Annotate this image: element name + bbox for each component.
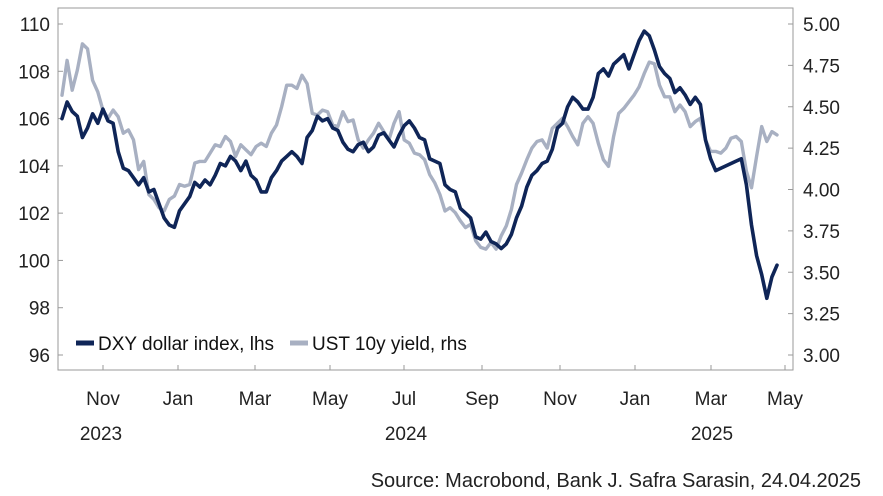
legend: DXY dollar index, lhs UST 10y yield, rhs [76,334,467,355]
left-tick-label: 110 [20,15,50,36]
left-tick-label: 100 [18,251,50,272]
right-tick-label: 5.00 [803,15,840,36]
legend-label-dxy: DXY dollar index, lhs [98,334,274,355]
x-tick-label: Mar [695,389,728,410]
x-tick-label: Sep [465,389,499,410]
x-tick-label: May [767,389,803,410]
plot-frame [57,7,794,371]
left-tick-label: 108 [18,62,50,83]
right-tick-label: 4.50 [803,98,840,119]
right-tick-label: 3.75 [803,222,840,243]
left-tick-label: 96 [29,346,50,367]
right-tick-label: 3.50 [803,263,840,284]
legend-label-ust: UST 10y yield, rhs [312,334,467,355]
right-tick-label: 4.25 [803,139,840,160]
right-tick-label: 3.00 [803,346,840,367]
axes: 96 98 100 102 104 106 108 110 3.00 3.25 3.50 3.75 4.… [18,7,840,445]
x-tick-label: May [312,389,348,410]
right-tick-label: 3.25 [803,305,840,326]
x-tick-label: Nov [86,389,120,410]
x-year-label: 2025 [691,424,733,445]
source-note: Source: Macrobond, Bank J. Safra Sarasin… [370,470,861,492]
x-tick-label: Jul [392,389,416,410]
right-tick-label: 4.00 [803,181,840,202]
left-tick-label: 102 [18,204,50,225]
ust-series-line [60,42,779,251]
x-tick-label: Jan [163,389,194,410]
left-tick-label: 104 [18,157,50,178]
dxy-series-line [60,29,779,301]
x-tick-label: Mar [239,389,272,410]
right-tick-label: 4.75 [803,56,840,77]
series-lines [60,29,779,301]
x-year-label: 2024 [385,424,428,445]
x-tick-label: Jan [620,389,651,410]
x-tick-label: Nov [543,389,577,410]
x-year-label: 2023 [80,424,122,445]
left-tick-label: 98 [29,299,50,320]
left-tick-label: 106 [18,110,50,131]
